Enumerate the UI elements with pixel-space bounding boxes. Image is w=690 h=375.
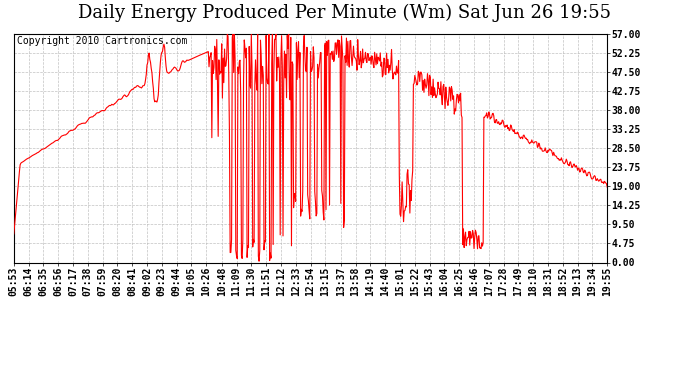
Text: Daily Energy Produced Per Minute (Wm) Sat Jun 26 19:55: Daily Energy Produced Per Minute (Wm) Sa… (79, 4, 611, 22)
Text: Copyright 2010 Cartronics.com: Copyright 2010 Cartronics.com (17, 36, 187, 46)
